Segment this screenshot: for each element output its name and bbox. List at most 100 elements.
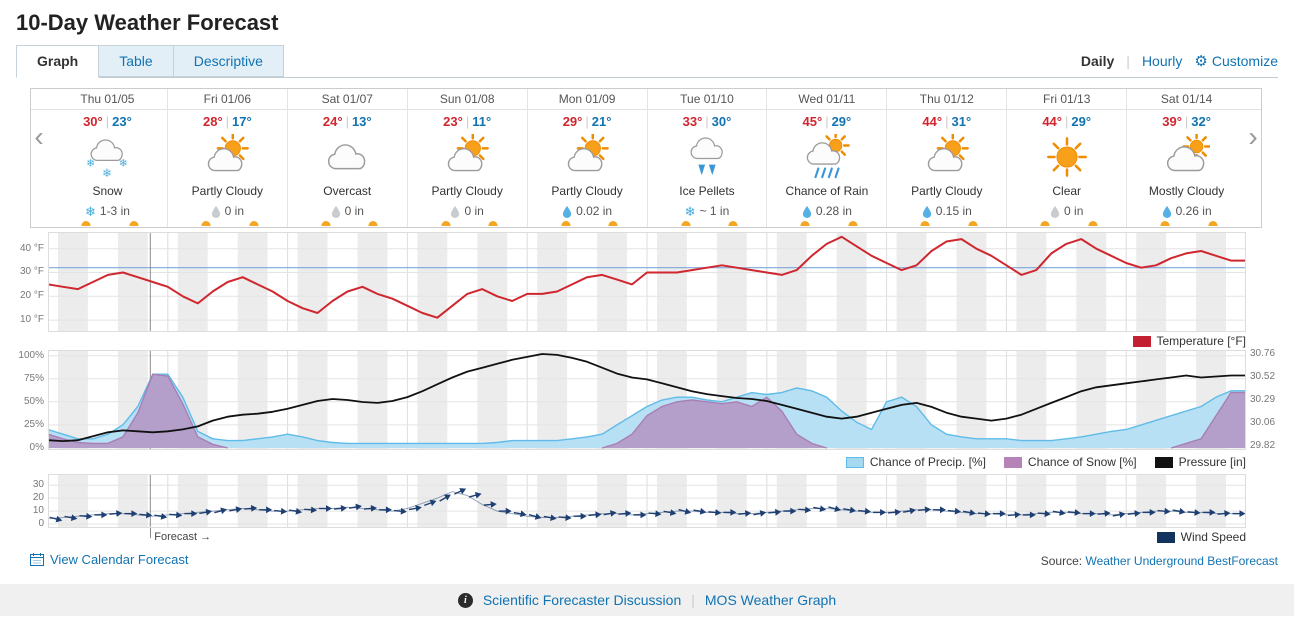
precip-pressure-chart-container[interactable] (48, 350, 1246, 450)
hourly-toggle[interactable]: Hourly (1141, 53, 1183, 69)
wind-axis-tick: 30 (32, 479, 44, 491)
svg-text:❄: ❄ (87, 158, 96, 170)
condition-label: Ice Pellets (679, 184, 735, 198)
page-title: 10-Day Weather Forecast (16, 10, 279, 35)
day-column[interactable]: Mon 01/09 29° | 21° Partly Cloudy 0.02 in (526, 89, 647, 227)
high-temp: 30° (83, 114, 103, 129)
temp-separator: | (705, 114, 709, 129)
gear-icon: ⚙ (1194, 53, 1208, 70)
day-label-divider (31, 109, 1261, 110)
precip-text: 0.28 in (815, 204, 852, 218)
pressure-axis-tick: 30.52 (1250, 371, 1276, 383)
sun-marker (129, 221, 139, 226)
precip-amount: 0.26 in (1127, 203, 1246, 219)
forecast-marker-label: Forecast → (154, 531, 212, 543)
sun-marker (249, 221, 259, 226)
precip-pressure-chart[interactable] (48, 350, 1246, 450)
partly-cloudy-icon (208, 134, 250, 172)
low-temp: 29° (831, 114, 852, 129)
day-column[interactable]: Thu 01/05 30° | 23° ❄ ❄ ❄ Snow ❄ 1-3 in (48, 89, 167, 227)
temp-separator: | (945, 114, 949, 129)
day-column[interactable]: Fri 01/06 28° | 17° Partly Cloudy 0 in (166, 89, 287, 227)
legend-swatch (1156, 531, 1175, 543)
day-temps: 29° | 21° (528, 113, 647, 131)
day-temps: 44° | 29° (1007, 113, 1126, 131)
condition-label: Clear (1052, 184, 1082, 198)
source-link[interactable]: Weather Underground BestForecast (1085, 554, 1278, 568)
droplet-icon (451, 205, 460, 218)
day-column[interactable]: Tue 01/10 33° | 30° Ice Pellets ❄ ~ 1 in (646, 89, 767, 227)
day-column[interactable]: Fri 01/13 44° | 29° Clear 0 in (1006, 89, 1126, 227)
svg-text:❄: ❄ (119, 158, 128, 170)
precip-text: 0 in (224, 204, 245, 218)
precip-amount: 0 in (408, 203, 527, 219)
snow-icon: ❄ ❄ ❄ (87, 139, 128, 180)
sun-marker (1040, 221, 1050, 226)
customize-button[interactable]: ⚙ Customize (1194, 52, 1278, 70)
wind-chart-container[interactable] (48, 474, 1246, 528)
pressure-axis-tick: 30.29 (1250, 394, 1276, 405)
chance-rain-icon (806, 134, 850, 179)
sun-marker (81, 221, 91, 226)
legend-entry: Wind Speed (1156, 530, 1246, 544)
day-column[interactable]: Sat 01/07 24° | 13° Overcast 0 in (286, 89, 407, 227)
day-columns: Thu 01/05 30° | 23° ❄ ❄ ❄ Snow ❄ 1-3 in Fri 01/06 2… (48, 89, 1246, 227)
next-days-button[interactable]: › (1248, 121, 1258, 152)
temperature-chart-container[interactable] (48, 232, 1246, 332)
day-temps: 45° | 29° (767, 113, 886, 131)
prev-days-button[interactable]: ‹ (34, 121, 44, 152)
precip-amount: 0 in (288, 203, 407, 219)
temp-separator: | (225, 114, 230, 129)
view-calendar-link[interactable]: View Calendar Forecast (30, 552, 189, 567)
tab-graph[interactable]: Graph (16, 45, 100, 78)
legend-swatch (1003, 456, 1022, 468)
temp-axis-tick: 40 °F (19, 242, 44, 254)
precip-axis-tick: 0% (29, 442, 44, 453)
wind-legend: Wind Speed (1156, 530, 1246, 544)
low-temp: 21° (591, 114, 612, 129)
tab-descriptive[interactable]: Descriptive (172, 45, 284, 77)
temperature-legend: Temperature [°F] (1132, 334, 1246, 348)
sun-marker (968, 221, 978, 226)
day-column[interactable]: Sat 01/14 39° | 32° Mostly Cloudy 0.26 in (1126, 89, 1246, 227)
precip-legend: Chance of Precip. [%] Chance of Snow [%] P… (845, 455, 1246, 469)
tab-table[interactable]: Table (98, 45, 174, 77)
precip-amount: 0 in (1007, 203, 1126, 219)
high-temp: 39° (1162, 114, 1182, 129)
temp-separator: | (345, 114, 349, 129)
high-temp: 45° (802, 114, 823, 129)
separator: | (1126, 53, 1130, 69)
droplet-icon (562, 205, 572, 218)
droplet-icon (1162, 205, 1171, 218)
day-column[interactable]: Wed 01/11 45° | 29° Chance of Rain 0.28 in (766, 89, 886, 227)
mos-weather-graph-link[interactable]: MOS Weather Graph (704, 592, 837, 608)
day-label: Wed 01/11 (798, 92, 856, 106)
condition-label: Overcast (323, 184, 372, 198)
wind-chart[interactable] (48, 474, 1246, 528)
precip-axis-tick: 100% (18, 349, 44, 361)
day-label: Sat 01/07 (321, 92, 373, 106)
condition-label: Partly Cloudy (431, 184, 503, 198)
customize-label: Customize (1211, 53, 1278, 69)
day-temps: 39° | 32° (1127, 113, 1246, 131)
legend-label: Wind Speed (1180, 530, 1246, 544)
forecaster-discussion-link[interactable]: Scientific Forecaster Discussion (482, 592, 682, 608)
precip-axis-tick: 50% (23, 395, 44, 407)
day-column[interactable]: Sun 01/08 23° | 11° Partly Cloudy 0 in (406, 89, 527, 227)
daily-toggle[interactable]: Daily (1080, 53, 1115, 69)
precip-amount: 0.28 in (767, 203, 886, 219)
day-temps: 44° | 31° (887, 113, 1006, 131)
precip-amount: ❄ 1-3 in (48, 203, 167, 219)
low-temp: 31° (951, 114, 972, 129)
temperature-chart[interactable] (48, 232, 1246, 332)
partly-cloudy-icon (447, 134, 490, 172)
forecast-marker-line (149, 528, 151, 538)
sun-marker (681, 221, 691, 226)
day-temps: 23° | 11° (408, 113, 527, 131)
low-temp: 32° (1191, 114, 1211, 129)
day-column[interactable]: Thu 01/12 44° | 31° Partly Cloudy 0.15 in (886, 89, 1006, 227)
sun-marker (728, 221, 738, 226)
high-temp: 24° (322, 114, 343, 129)
sun-marker (1160, 221, 1170, 226)
temp-separator: | (465, 114, 470, 129)
